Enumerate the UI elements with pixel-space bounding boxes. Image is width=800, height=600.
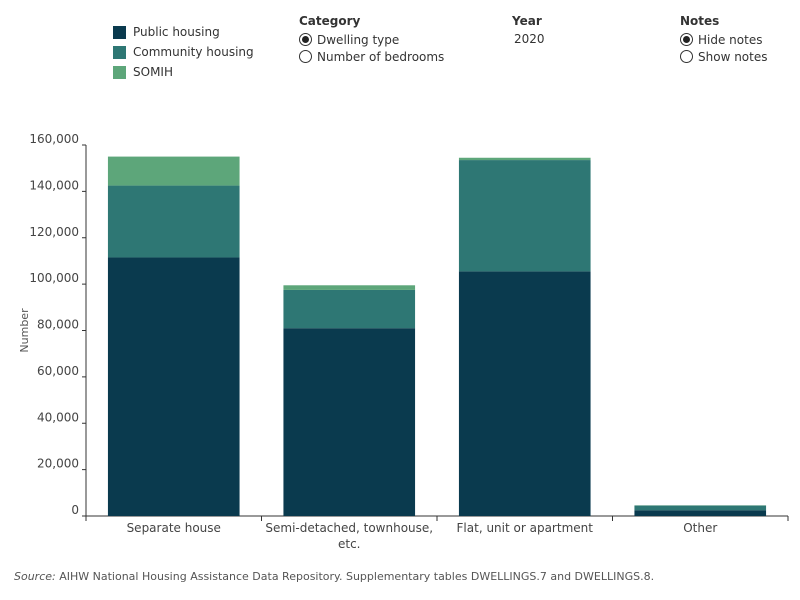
bar-public-housing [458,271,591,516]
legend-item-public-housing[interactable]: Public housing [113,22,254,42]
y-tick-label: 100,000 [29,271,79,285]
legend-label: SOMIH [133,65,173,79]
bar-public-housing [283,328,416,516]
notes-title: Notes [680,14,720,28]
option-label: Hide notes [698,32,763,47]
y-axis-label: Number [18,308,31,353]
source-label: Source: [14,570,56,583]
year-title: Year [512,14,542,28]
bar-somih [107,156,240,186]
option-label: Dwelling type [317,32,400,47]
x-tick-label: Semi-detached, townhouse, etc. [265,521,433,551]
y-tick-label: 80,000 [37,318,79,332]
x-tick-label: Other [683,521,717,535]
radio-icon[interactable] [299,50,312,63]
source-text: AIHW National Housing Assistance Data Re… [55,570,655,583]
y-tick-label: 20,000 [37,457,79,471]
bar-somih [458,157,591,161]
bar-community-housing [283,289,416,329]
category-title: Category [299,14,361,28]
legend-swatch-community-housing [113,45,126,59]
legend-label: Community housing [133,45,254,59]
bar-community-housing [634,505,767,511]
y-tick-label: 0 [71,503,79,517]
option-label: Show notes [698,49,768,64]
y-tick-label: 160,000 [29,132,79,146]
legend-label: Public housing [133,25,220,39]
x-tick-label: Separate house [127,521,221,535]
notes-control: Notes Hide notes Show notes [680,14,767,65]
bar-public-housing [634,510,767,516]
y-tick-label: 60,000 [37,364,79,378]
y-tick-label: 140,000 [29,178,79,192]
category-option-dwelling-type[interactable]: Dwelling type [299,31,444,48]
bar-public-housing [107,257,240,516]
bar-somih [283,285,416,290]
legend-item-somih[interactable]: SOMIH [113,62,254,82]
radio-icon[interactable] [680,50,693,63]
year-value[interactable]: 2020 [514,32,545,46]
notes-option-hide[interactable]: Hide notes [680,31,767,48]
radio-icon[interactable] [299,33,312,46]
category-option-number-of-bedrooms[interactable]: Number of bedrooms [299,48,444,65]
x-tick-label: Flat, unit or apartment [457,521,594,535]
source-note: Source: AIHW National Housing Assistance… [14,570,654,583]
chart-legend: Public housing Community housing SOMIH [113,22,254,82]
legend-swatch-public-housing [113,25,126,39]
radio-icon[interactable] [680,33,693,46]
legend-item-community-housing[interactable]: Community housing [113,42,254,62]
year-control: Year 2020 [512,14,545,46]
category-control: Category Dwelling type Number of bedroom… [299,14,444,65]
notes-option-show[interactable]: Show notes [680,48,767,65]
y-tick-label: 40,000 [37,410,79,424]
legend-swatch-somih [113,65,126,79]
bar-community-housing [458,160,591,272]
y-tick-label: 120,000 [29,225,79,239]
bar-community-housing [107,185,240,258]
option-label: Number of bedrooms [317,49,445,64]
